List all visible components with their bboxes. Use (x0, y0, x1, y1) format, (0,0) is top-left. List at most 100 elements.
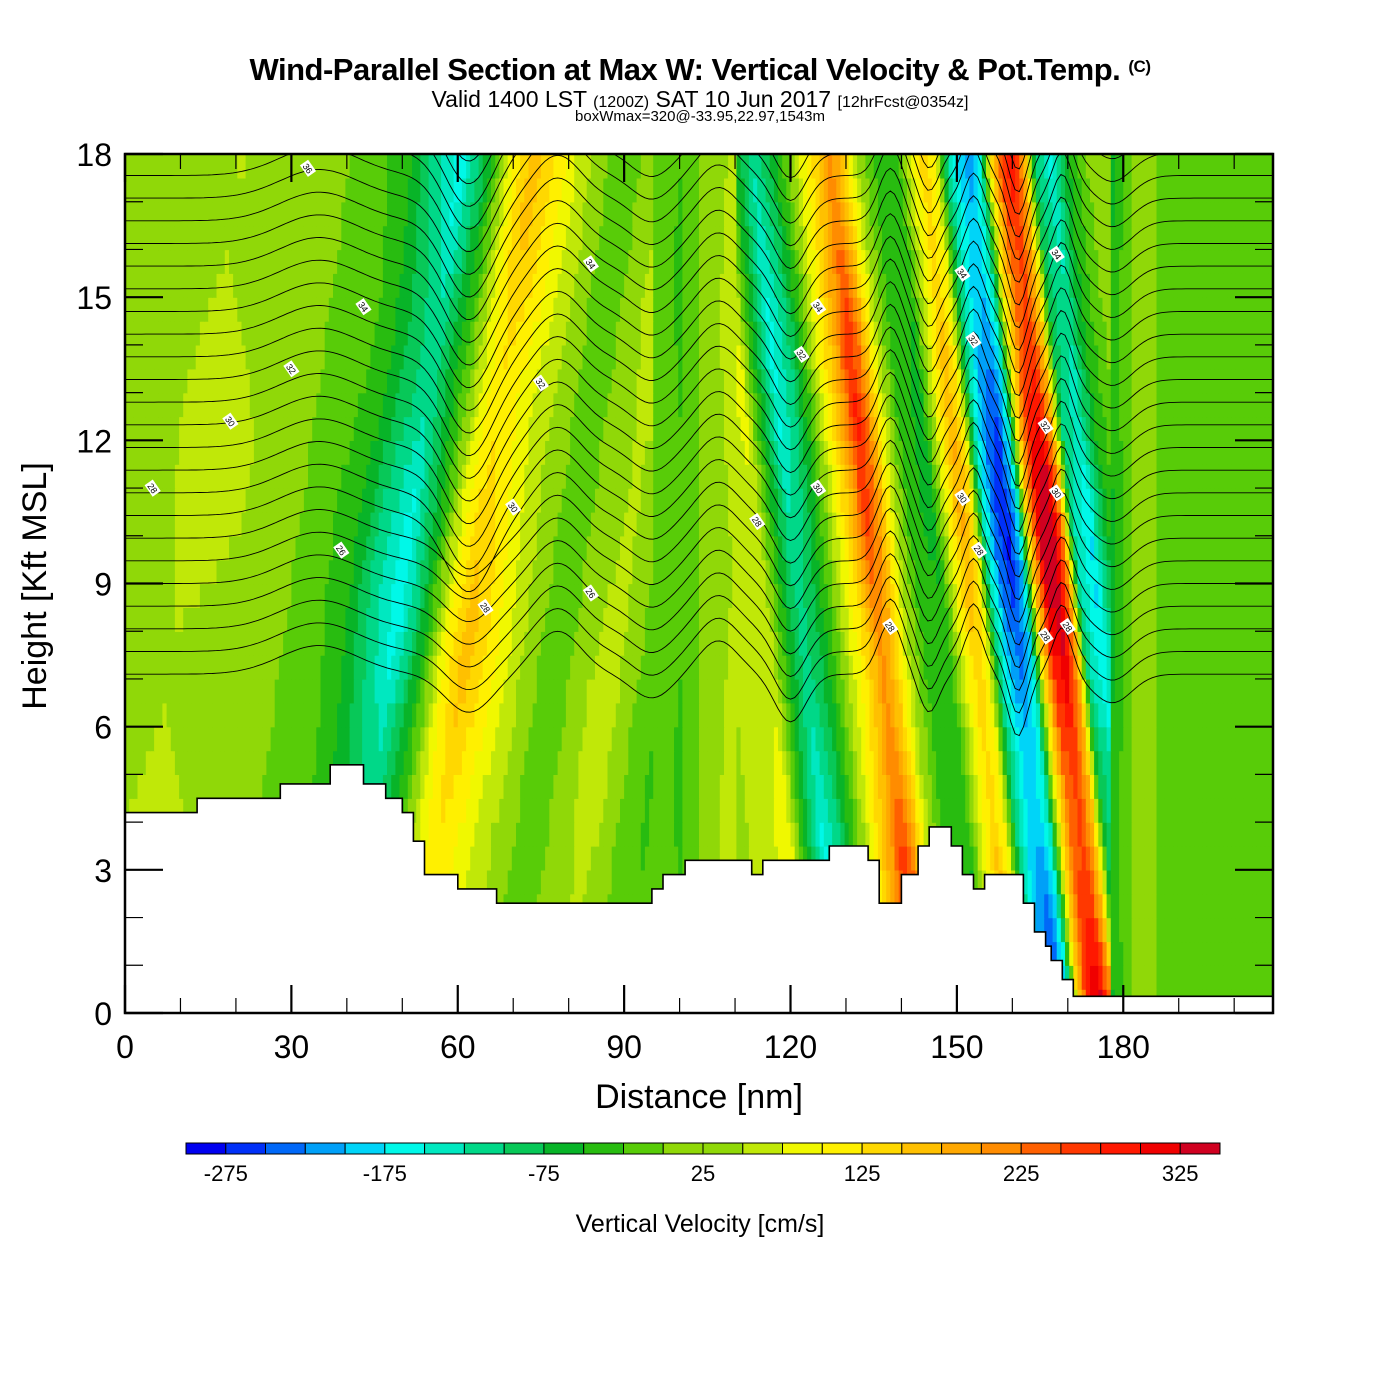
field-cell (1023, 607, 1029, 632)
field-cell (549, 822, 555, 847)
field-cell (624, 655, 629, 680)
field-cell (212, 583, 218, 608)
field-cell (965, 846, 970, 871)
field-cell (852, 774, 858, 799)
field-cell (977, 822, 983, 847)
field-cell (466, 678, 471, 704)
field-cell (399, 726, 405, 752)
field-cell (312, 607, 317, 632)
field-cell (940, 750, 945, 775)
field-cell (1210, 917, 1216, 943)
field-cell (1156, 798, 1162, 823)
field-cell (129, 631, 134, 656)
field-cell (998, 702, 1004, 728)
field-cell (786, 774, 792, 799)
field-cell (1227, 750, 1232, 775)
field-cell (183, 702, 188, 728)
field-cell (748, 822, 754, 847)
field-cell (607, 726, 613, 752)
field-cell (545, 583, 550, 608)
field-cell (1260, 607, 1266, 632)
field-cell (1243, 702, 1249, 728)
field-cell (732, 726, 738, 752)
field-cell (357, 702, 363, 728)
field-cell (441, 583, 446, 608)
field-cell (191, 774, 197, 799)
field-cell (1002, 678, 1008, 704)
field-cell (665, 846, 671, 871)
field-cell (736, 583, 742, 608)
field-cell (287, 655, 292, 680)
field-cell (744, 702, 750, 728)
field-cell (461, 678, 467, 704)
field-cell (199, 631, 205, 656)
field-cell (977, 702, 983, 728)
field-cell (187, 559, 193, 585)
field-cell (212, 607, 218, 632)
field-cell (540, 631, 546, 656)
field-cell (299, 750, 305, 775)
field-cell (507, 869, 513, 895)
field-cell (894, 583, 900, 608)
field-cell (1131, 631, 1137, 656)
field-cell (1056, 726, 1062, 752)
field-cell (1256, 869, 1262, 895)
field-cell (703, 655, 708, 680)
field-cell (890, 607, 896, 632)
field-cell (724, 583, 729, 608)
field-cell (661, 822, 667, 847)
field-cell (699, 726, 704, 752)
field-cell (1127, 750, 1133, 775)
field-cell (599, 774, 604, 799)
field-cell (1202, 965, 1208, 990)
field-cell (944, 750, 950, 775)
field-cell (1223, 822, 1228, 847)
field-cell (620, 798, 625, 823)
field-cell (1098, 822, 1104, 847)
field-cell (378, 750, 384, 775)
field-cell (678, 726, 683, 752)
field-cell (1085, 607, 1091, 632)
field-cell (1098, 702, 1104, 728)
field-cell (890, 726, 896, 752)
field-cell (961, 655, 966, 680)
field-cell (915, 702, 921, 728)
field-cell (1139, 607, 1145, 632)
field-cell (644, 798, 650, 823)
field-cell (886, 869, 891, 895)
field-cell (486, 583, 492, 608)
field-cell (1098, 583, 1104, 608)
field-cell (266, 702, 272, 728)
field-cell (857, 822, 862, 847)
field-cell (1239, 798, 1245, 823)
field-cell (445, 750, 451, 775)
field-cell (803, 822, 808, 847)
field-cell (150, 655, 155, 680)
field-cell (927, 774, 933, 799)
field-cell (1065, 678, 1070, 704)
field-cell (1210, 726, 1216, 752)
field-cell (636, 607, 642, 632)
field-cell (1152, 798, 1158, 823)
field-cell (366, 750, 371, 775)
field-cell (162, 583, 168, 608)
field-cell (1048, 726, 1054, 752)
field-cell (807, 655, 812, 680)
field-cell (557, 678, 563, 704)
field-cell (786, 822, 792, 847)
field-cell (1194, 750, 1199, 775)
field-cell (1235, 607, 1241, 632)
field-cell (357, 726, 363, 752)
field-cell (840, 583, 846, 608)
field-cell (1177, 774, 1183, 799)
field-cell (482, 678, 488, 704)
field-cell (582, 583, 588, 608)
field-cell (578, 822, 584, 847)
field-cell (624, 822, 629, 847)
field-cell (1044, 893, 1049, 919)
field-cell (1119, 822, 1124, 847)
field-cell (969, 726, 975, 752)
field-cell (990, 678, 995, 704)
field-cell (1173, 726, 1178, 752)
field-cell (424, 822, 430, 847)
